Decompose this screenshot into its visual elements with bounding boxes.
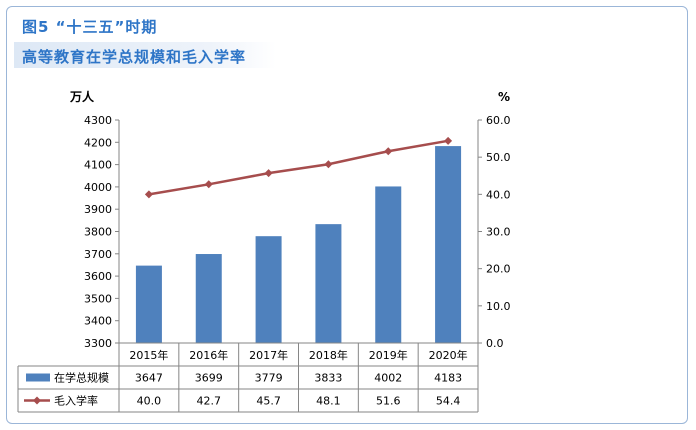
rate-point <box>384 147 393 156</box>
bar <box>135 265 162 343</box>
table-cell: 42.7 <box>197 395 222 408</box>
subtitle-band <box>14 42 276 68</box>
right-tick-label: 40.0 <box>486 188 511 201</box>
left-axis-unit: 万人 <box>69 89 95 104</box>
rate-point <box>444 136 453 145</box>
rate-point <box>204 180 213 189</box>
table-cell: 54.4 <box>436 395 461 408</box>
table-cell: 4183 <box>434 372 462 385</box>
table-cell: 3647 <box>135 372 163 385</box>
rate-line <box>148 139 449 196</box>
right-tick-label: 10.0 <box>486 300 511 313</box>
left-tick-label: 4000 <box>84 181 112 194</box>
left-tick-label: 3600 <box>84 270 112 283</box>
legend-swatch-bar <box>26 373 50 382</box>
category-label: 2018年 <box>309 348 348 362</box>
table-cell: 4002 <box>374 372 402 385</box>
chart-subtitle: 高等教育在学总规模和毛入学率 <box>22 48 247 66</box>
category-label: 2016年 <box>189 348 228 362</box>
table-cell: 3699 <box>195 372 223 385</box>
rate-point <box>324 160 333 169</box>
table-cell: 3833 <box>314 372 342 385</box>
right-tick-label: 50.0 <box>486 151 511 164</box>
left-tick-label: 3300 <box>84 337 112 350</box>
left-tick-label: 4100 <box>84 159 112 172</box>
legend-swatch-marker <box>33 396 41 405</box>
left-tick-label: 3700 <box>84 248 112 261</box>
table-cell: 40.0 <box>137 395 162 408</box>
left-tick-label: 4200 <box>84 136 112 149</box>
rate-point <box>144 190 153 199</box>
legend-label: 在学总规模 <box>54 371 109 385</box>
left-tick-label: 3800 <box>84 226 112 239</box>
table-cell: 48.1 <box>316 395 341 408</box>
right-tick-label: 20.0 <box>486 263 511 276</box>
category-label: 2015年 <box>129 348 168 362</box>
legend-label: 毛入学率 <box>54 394 98 408</box>
table-cell: 51.6 <box>376 395 401 408</box>
category-label: 2020年 <box>429 348 468 362</box>
bar <box>255 236 282 343</box>
bar <box>315 224 342 343</box>
right-tick-label: 60.0 <box>486 114 511 127</box>
left-tick-label: 3900 <box>84 203 112 216</box>
category-label: 2017年 <box>249 348 288 362</box>
table-cell: 3779 <box>255 372 283 385</box>
category-label: 2019年 <box>369 348 408 362</box>
bar <box>435 146 462 343</box>
rate-point <box>264 169 273 178</box>
chart-frame <box>6 6 688 424</box>
left-tick-label: 3400 <box>84 315 112 328</box>
right-tick-label: 0.0 <box>486 337 504 350</box>
chart-title: 图5 “十三五”时期 <box>22 18 158 36</box>
right-tick-label: 30.0 <box>486 226 511 239</box>
table-cell: 45.7 <box>256 395 281 408</box>
right-axis-unit: % <box>498 90 510 104</box>
left-tick-label: 3500 <box>84 292 112 305</box>
bar <box>375 186 402 343</box>
bar <box>195 254 222 343</box>
left-tick-label: 4300 <box>84 114 112 127</box>
